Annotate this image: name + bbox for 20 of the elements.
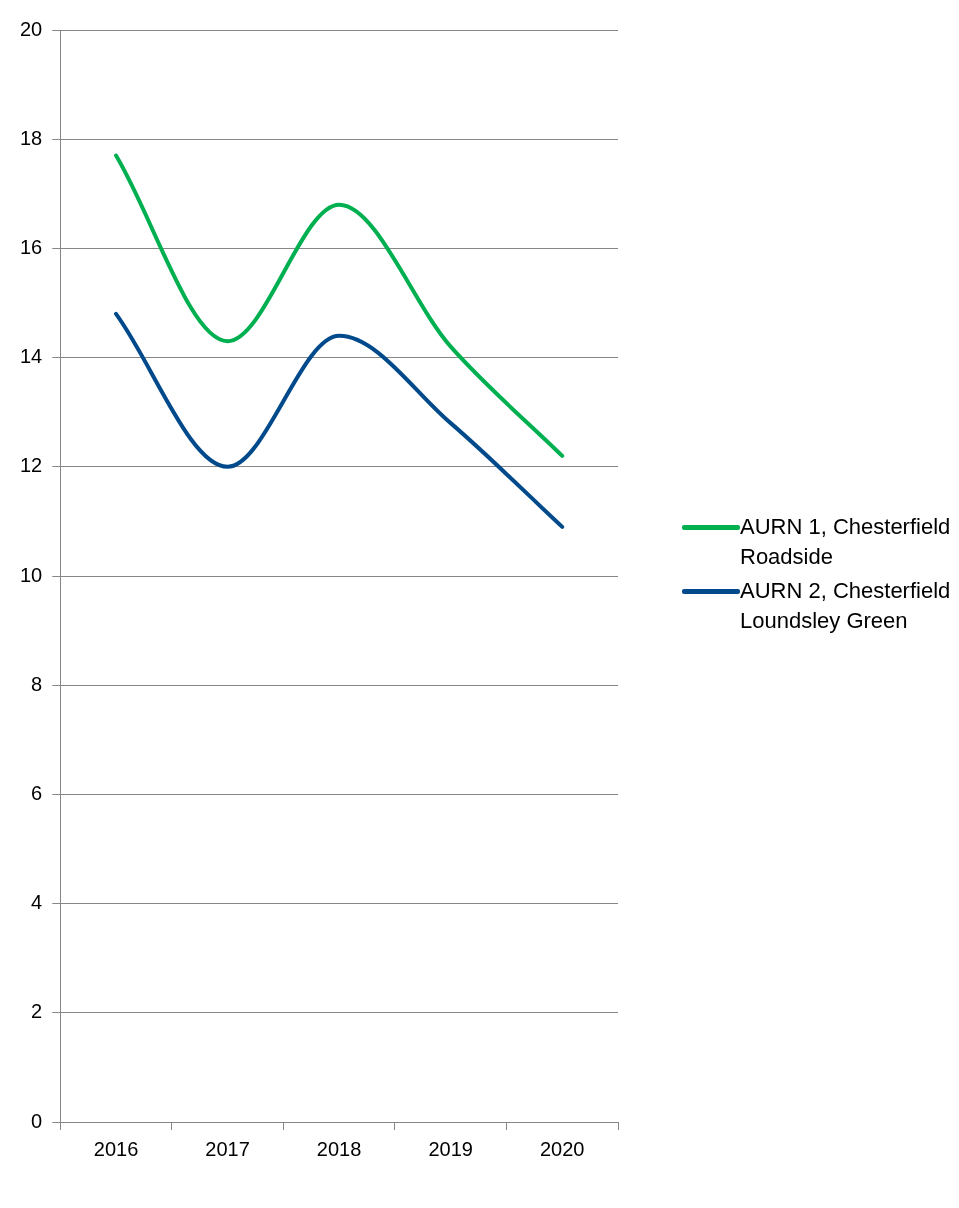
y-tick-label: 10 — [20, 563, 43, 586]
y-tick-label: 4 — [31, 891, 43, 914]
x-tick-label: 2018 — [316, 1137, 362, 1160]
y-tick-label: 2 — [31, 1000, 43, 1023]
y-tick-label: 14 — [20, 345, 43, 368]
y-tick-label: 8 — [31, 672, 43, 695]
x-tick-label: 2020 — [539, 1137, 585, 1160]
y-tick-label: 16 — [20, 235, 43, 258]
legend-label: AURN 2, Chesterfield Loundsley Green — [740, 577, 952, 635]
x-tick-label: 2016 — [93, 1137, 139, 1160]
legend-label: AURN 1, Chesterfield Roadside — [740, 513, 952, 571]
line-series — [114, 153, 565, 458]
line-series — [114, 311, 565, 529]
x-tick-label: 2019 — [428, 1137, 473, 1160]
y-tick-label: 0 — [31, 1109, 43, 1132]
y-tick-label: 18 — [20, 126, 43, 149]
x-tick-label: 2017 — [205, 1137, 250, 1160]
y-tick-label: 20 — [20, 17, 43, 40]
y-tick-label: 12 — [20, 454, 43, 477]
y-tick-label: 6 — [31, 781, 43, 804]
